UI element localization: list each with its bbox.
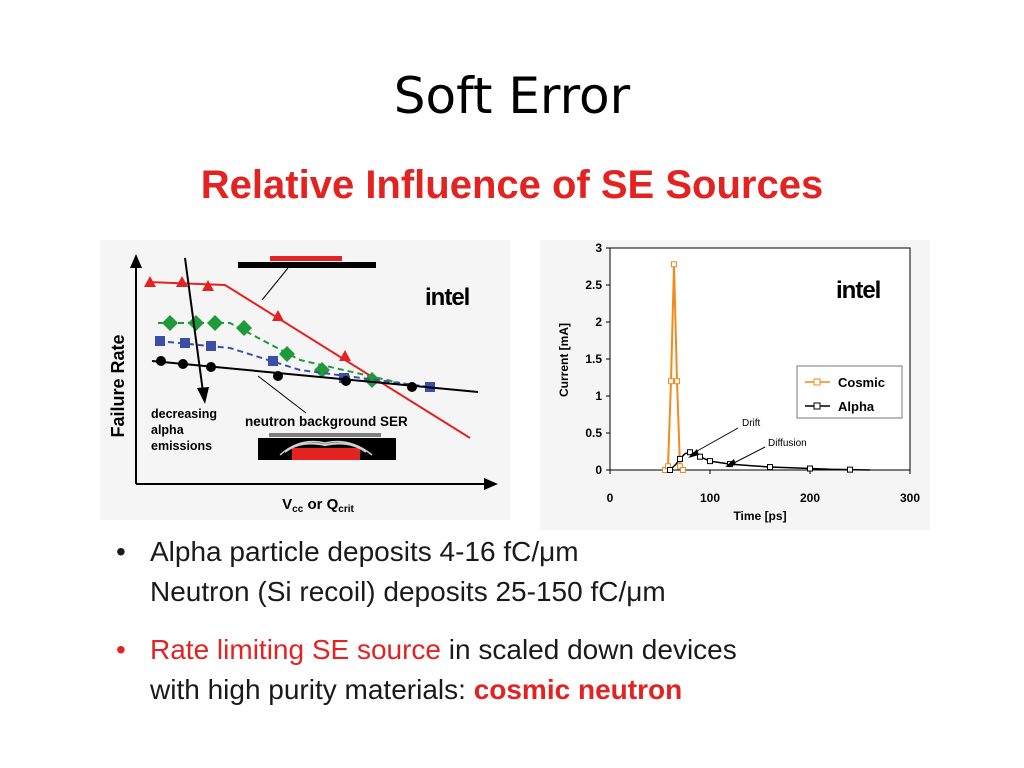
data-point-green	[162, 315, 178, 331]
y-tick-label: 2	[595, 315, 602, 329]
x-tick-label: 200	[800, 491, 820, 505]
bullet-text: in scaled down devices	[441, 634, 737, 665]
y-tick-label: 1	[595, 389, 602, 403]
drift-arrow	[689, 427, 739, 456]
y-axis-label: Failure Rate	[108, 334, 128, 437]
cosmic-neutron-emphasis: cosmic neutron	[473, 674, 683, 705]
bullet-text: with high purity materials:	[150, 674, 474, 705]
data-point-alpha	[807, 465, 813, 472]
plot-area	[609, 247, 911, 471]
decreasing-alpha-arrow	[184, 257, 204, 393]
data-point-green	[207, 315, 223, 331]
bullet-line: Neutron (Si recoil) deposits 25-150 fC/μ…	[150, 576, 666, 607]
data-point-alpha	[847, 466, 853, 473]
data-point-black	[341, 376, 351, 386]
series-line-blue	[157, 340, 431, 388]
y-axis-arrowhead	[130, 254, 142, 268]
failure-rate-series	[144, 276, 479, 439]
x-tick-label: 300	[900, 491, 920, 505]
arrow-label-line-1: decreasing	[151, 407, 217, 421]
slide-title: Soft Error	[393, 67, 631, 125]
series-line-alpha	[669, 451, 871, 471]
x-axis-arrowhead	[484, 478, 498, 490]
chip-bottom-illustration	[258, 433, 396, 460]
chip-top-illustration	[238, 256, 376, 268]
data-point-alpha	[667, 467, 673, 473]
axes-ticks: 0 0.5 1 1.5 2 2.5 3 0 100 200 300	[585, 241, 920, 505]
data-point-black	[156, 356, 166, 366]
y-axis-label: Current [mA]	[557, 323, 571, 397]
data-point-cosmic	[668, 378, 674, 385]
failure-rate-chart: decreasing alpha emissions neutron backg…	[100, 240, 510, 520]
data-point-red	[339, 350, 351, 361]
data-point-black	[407, 382, 417, 392]
data-point-red	[144, 276, 156, 287]
data-point-green	[236, 320, 252, 336]
bullet-marker: •	[116, 634, 126, 665]
data-point-black	[206, 362, 216, 372]
drift-label: Drift	[742, 418, 761, 429]
slide-subtitle: Relative Influence of SE Sources	[200, 163, 824, 207]
x-axis-label: Time [ps]	[733, 509, 786, 523]
bullet-line: Alpha particle deposits 4-16 fC/μm	[150, 536, 579, 567]
neutron-leader-line	[257, 375, 307, 414]
x-axis-label: Vcc or Qcrit	[282, 496, 354, 515]
neutron-background-label: neutron background SER	[245, 414, 408, 429]
legend-cosmic: Cosmic	[838, 375, 885, 390]
data-point-red	[202, 280, 214, 291]
data-point-green	[364, 372, 380, 388]
decreasing-alpha-arrowhead	[197, 387, 209, 404]
rate-limiting-highlight: Rate limiting SE source	[150, 634, 442, 665]
data-point-blue	[268, 356, 278, 366]
data-point-red	[176, 276, 188, 287]
data-point-black	[273, 371, 283, 381]
series-line-red	[147, 281, 471, 439]
data-point-cosmic	[680, 467, 686, 473]
data-point-black	[178, 359, 188, 369]
data-point-alpha	[677, 455, 683, 462]
diffusion-label: Diffusion	[768, 438, 807, 449]
x-tick-label: 100	[700, 491, 720, 505]
data-point-red	[272, 310, 284, 321]
intel-logo: intel	[425, 284, 469, 311]
bullet-list: • Alpha particle deposits 4-16 fC/μm Neu…	[112, 532, 992, 710]
data-point-blue	[155, 336, 165, 346]
chip-top-leader	[261, 267, 289, 301]
data-point-blue	[206, 341, 216, 351]
y-tick-label: 0.5	[585, 426, 602, 440]
y-tick-label: 0	[595, 463, 602, 477]
arrow-label-line-2: alpha	[151, 423, 185, 437]
bullet-line: with high purity materials: cosmic neutr…	[150, 670, 992, 710]
data-point-alpha	[697, 453, 703, 460]
legend-alpha: Alpha	[838, 399, 875, 414]
chart-background	[100, 240, 510, 520]
legend: Cosmic Alpha	[796, 365, 903, 419]
data-point-cosmic	[674, 378, 680, 385]
bullet-item: • Rate limiting SE source in scaled down…	[112, 630, 992, 710]
drift-arrowhead	[688, 449, 699, 458]
data-point-alpha	[767, 464, 773, 471]
y-tick-label: 1.5	[585, 352, 602, 366]
bullet-item: • Alpha particle deposits 4-16 fC/μm Neu…	[112, 532, 992, 612]
data-point-green	[279, 346, 295, 362]
current-time-chart: 0 0.5 1 1.5 2 2.5 3 0 100 200 300 intel Cosmic Alp…	[540, 240, 930, 530]
y-tick-label: 2.5	[585, 278, 602, 292]
y-tick-label: 3	[595, 241, 602, 255]
intel-logo: intel	[836, 277, 880, 304]
data-point-blue	[180, 338, 190, 348]
bullet-marker: •	[116, 536, 126, 567]
data-point-alpha	[707, 458, 713, 465]
diffusion-arrowhead	[725, 459, 736, 467]
data-point-cosmic	[671, 261, 677, 268]
arrow-label-line-3: emissions	[151, 439, 212, 453]
x-tick-label: 0	[607, 491, 614, 505]
bullet-line: Rate limiting SE source in scaled down d…	[150, 630, 992, 670]
data-point-green	[188, 315, 204, 331]
